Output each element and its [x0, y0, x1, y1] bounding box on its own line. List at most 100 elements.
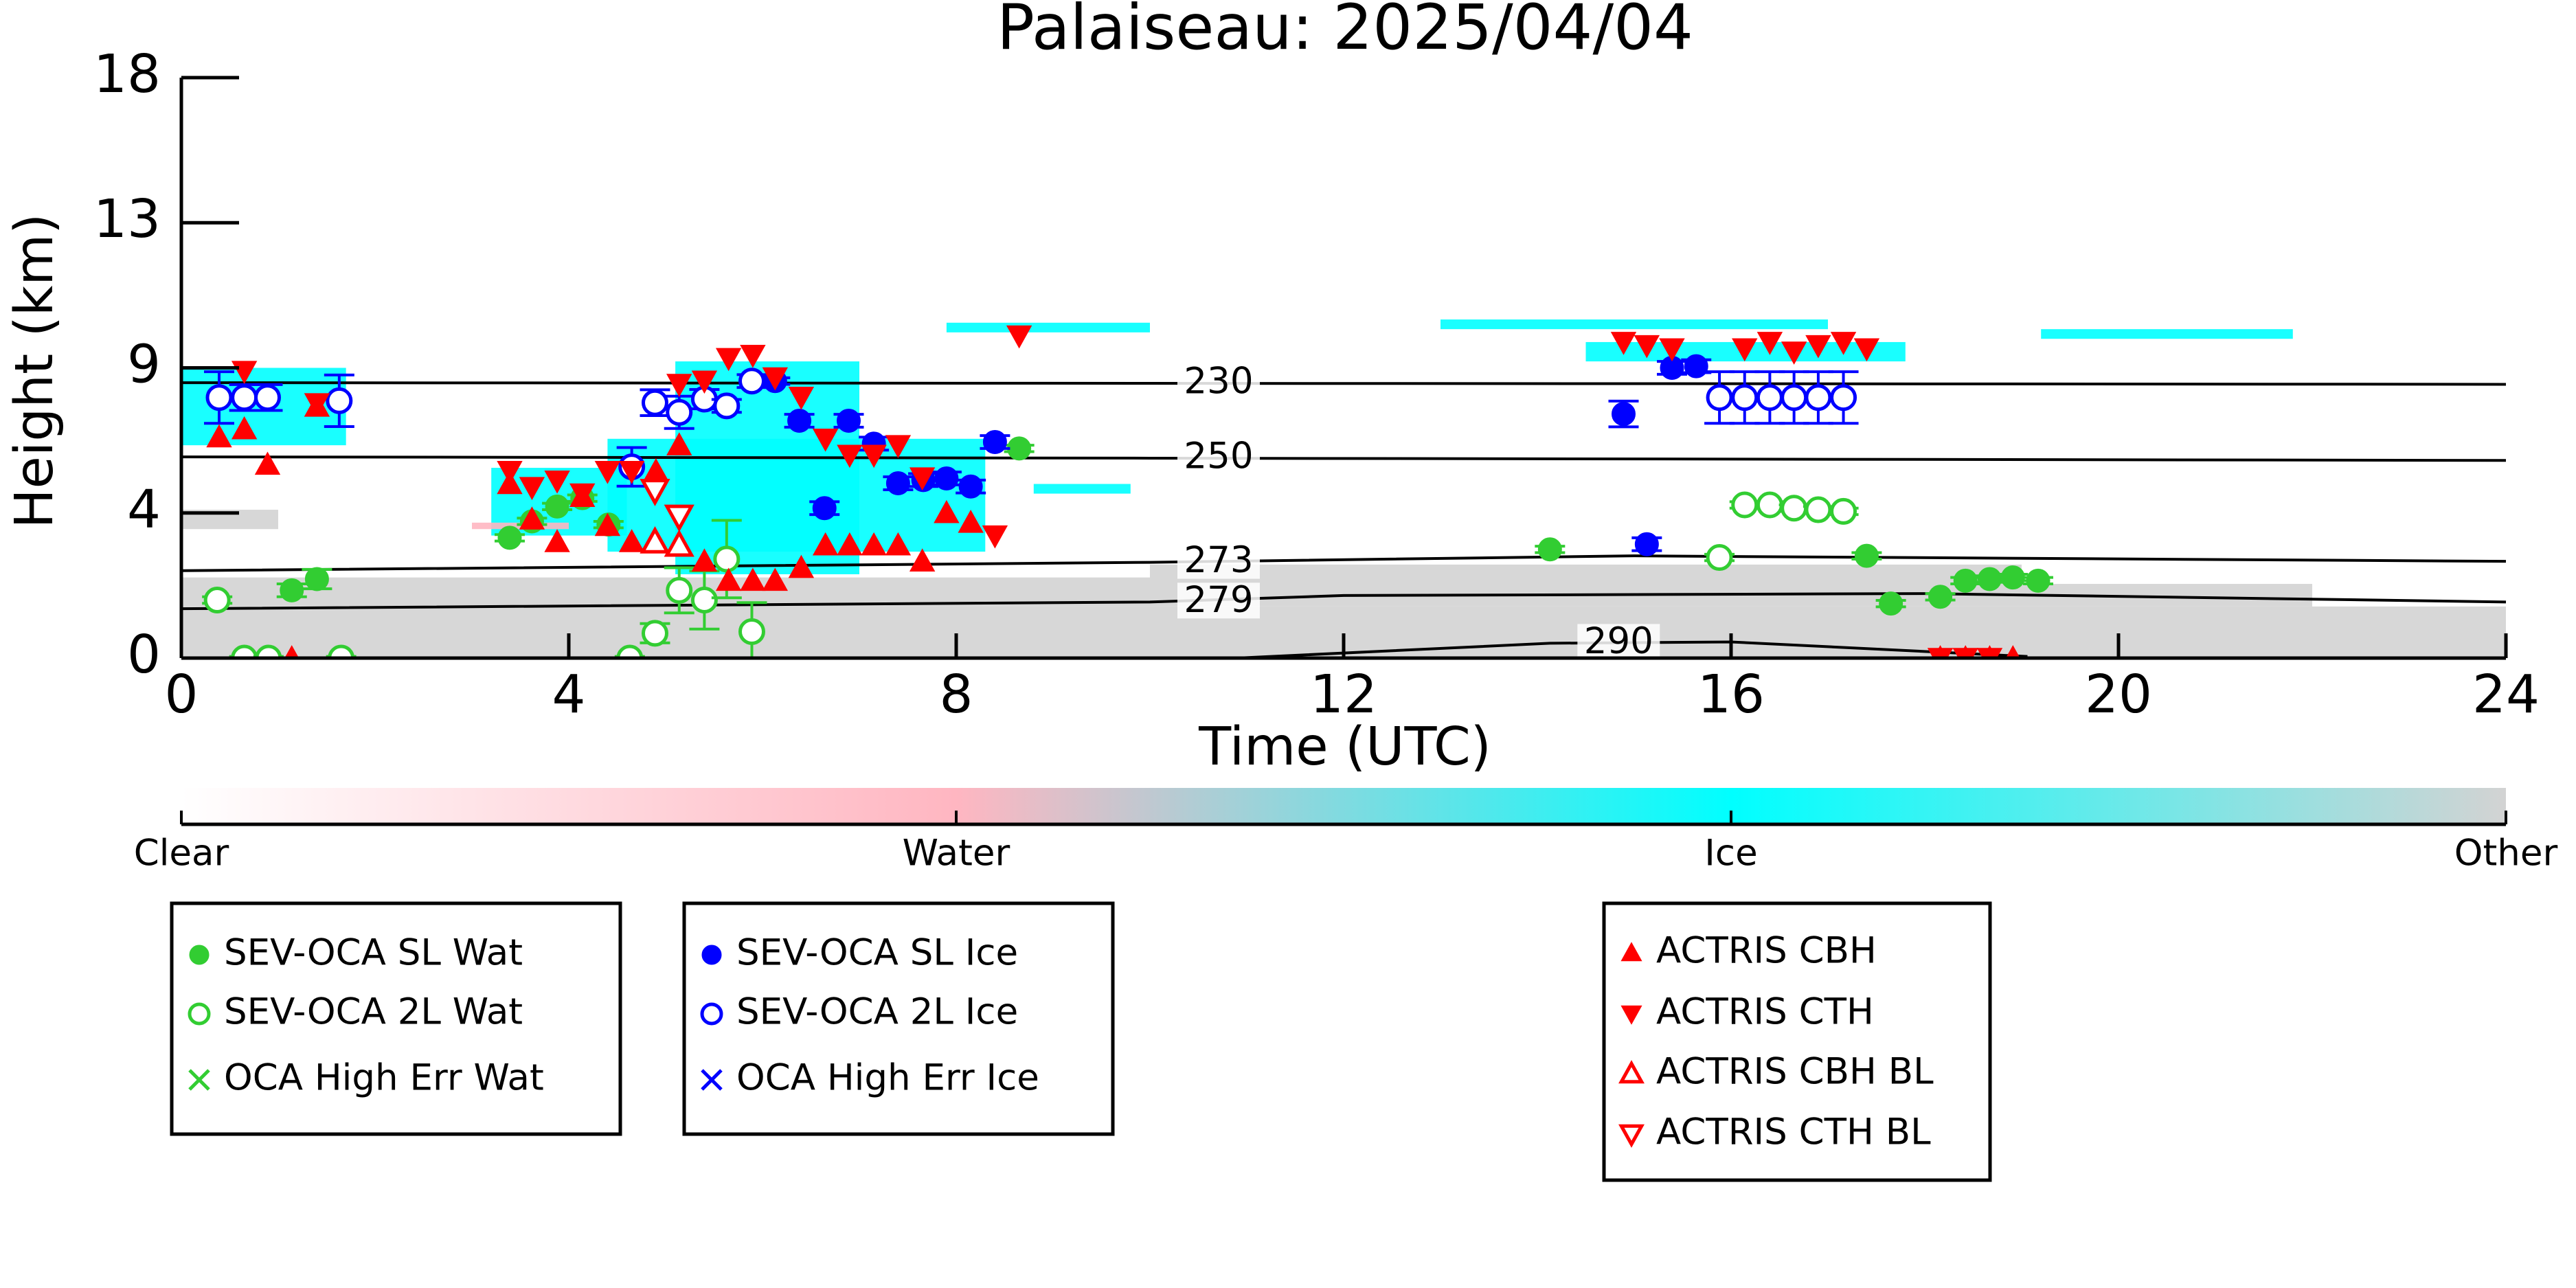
marker — [762, 367, 789, 391]
y-tick-label: 13 — [93, 189, 161, 250]
marker — [231, 416, 258, 440]
colorbar-label: Water — [903, 833, 1010, 874]
marker — [885, 532, 912, 556]
series — [640, 526, 694, 557]
marker — [762, 567, 789, 591]
marker — [934, 499, 960, 523]
marker — [788, 554, 815, 578]
marker — [1953, 568, 1978, 593]
marker — [641, 389, 668, 416]
marker — [594, 512, 621, 536]
contour-label-bg — [1177, 583, 1260, 619]
marker — [304, 393, 330, 417]
contour-label: 273 — [1184, 539, 1253, 581]
marker — [1684, 354, 1708, 379]
x-axis-label: Time (UTC) — [1198, 716, 1491, 778]
marker — [203, 587, 231, 613]
legend-box — [682, 901, 1115, 1136]
marker — [188, 1002, 211, 1026]
contour-label-bg — [1177, 543, 1260, 579]
mask-region — [2041, 329, 2293, 339]
contour-line — [181, 381, 2507, 386]
marker — [1781, 495, 1808, 522]
marker — [788, 386, 815, 410]
marker — [1537, 537, 1562, 562]
marker — [519, 477, 545, 501]
series — [640, 479, 694, 532]
x-tick-label: 24 — [2472, 664, 2540, 725]
contour-line — [181, 592, 2507, 611]
marker — [713, 545, 741, 573]
marker — [304, 567, 329, 591]
x-tick-label: 4 — [552, 664, 586, 725]
colorbar-label: Clear — [134, 833, 229, 874]
legend-label: OCA High Err Ice — [736, 1057, 1039, 1099]
marker — [666, 374, 692, 397]
marker — [254, 451, 281, 475]
mask-region — [1440, 319, 1828, 330]
marker — [545, 494, 569, 519]
marker — [569, 483, 596, 507]
mask-region — [946, 322, 1150, 332]
contour-label-bg — [1177, 438, 1260, 475]
marker — [1618, 1124, 1645, 1148]
axis-cover — [0, 659, 2576, 687]
marker — [1659, 338, 1685, 362]
legend-label: SEV-OCA SL Ice — [736, 932, 1018, 974]
marker — [666, 576, 693, 604]
marker — [958, 509, 984, 533]
marker — [2000, 565, 2025, 590]
marker — [1830, 384, 1857, 411]
marker — [1634, 335, 1660, 359]
legend-box — [1602, 901, 1992, 1182]
marker — [1732, 338, 1758, 362]
marker — [1805, 496, 1832, 523]
marker — [1854, 543, 1879, 568]
marker — [1756, 384, 1783, 411]
marker — [715, 567, 742, 591]
marker — [1620, 1005, 1642, 1025]
marker — [1781, 341, 1807, 365]
marker — [1756, 332, 1783, 355]
marker — [1620, 942, 1642, 962]
marker — [640, 526, 670, 554]
colorbar-label: Ice — [1704, 833, 1757, 874]
marker — [812, 532, 839, 556]
y-tick-label: 18 — [93, 44, 161, 105]
marker — [885, 435, 912, 459]
marker — [1634, 532, 1659, 556]
marker — [837, 444, 863, 468]
marker — [690, 587, 718, 613]
y-tick-label: 0 — [127, 624, 161, 686]
mask-region — [181, 577, 1150, 607]
legend: SEV-OCA SL Wat SEV-OCA 2L Wat OCA High Err… — [170, 901, 622, 1136]
marker — [1006, 325, 1032, 349]
marker — [640, 479, 670, 506]
marker — [812, 496, 837, 521]
marker — [618, 529, 645, 552]
marker — [1731, 384, 1759, 411]
marker — [1928, 585, 1953, 609]
marker — [253, 384, 281, 411]
marker — [982, 429, 1007, 454]
marker — [641, 620, 668, 647]
marker — [787, 408, 812, 433]
x-tick-label: 20 — [2085, 664, 2152, 725]
marker — [691, 548, 718, 572]
mask-region — [1033, 484, 1131, 494]
contour-label: 230 — [1184, 361, 1253, 403]
marker — [861, 444, 887, 468]
marker — [664, 529, 694, 557]
marker — [544, 529, 570, 552]
colorbar-label: Other — [2454, 833, 2558, 874]
legend-label: OCA High Err Wat — [224, 1057, 544, 1099]
x-tick-label: 8 — [940, 664, 973, 725]
legend-label: SEV-OCA 2L Ice — [736, 991, 1018, 1033]
marker — [1706, 384, 1733, 411]
marker — [740, 567, 766, 591]
marker — [934, 466, 959, 491]
legend-label: SEV-OCA 2L Wat — [224, 991, 523, 1033]
contour-label-bg — [1577, 624, 1660, 660]
